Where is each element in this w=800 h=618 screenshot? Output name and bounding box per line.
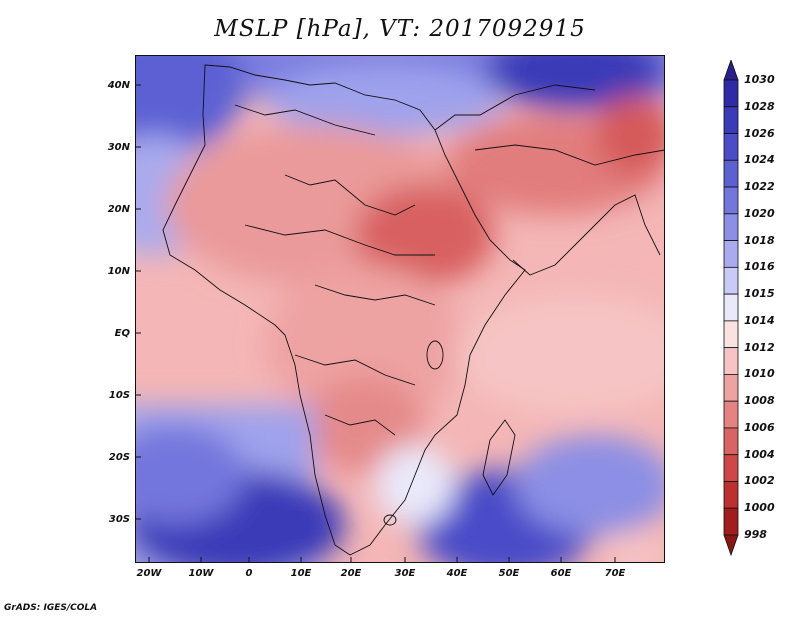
lon-label-20w: 20W <box>136 568 162 579</box>
colorbar-label: 1010 <box>744 367 775 381</box>
colorbar-label: 1004 <box>744 447 775 461</box>
colorbar-swatch <box>723 374 739 402</box>
colorbar-label: 1012 <box>744 340 775 354</box>
colorbar-swatch <box>723 79 739 108</box>
map-ticks <box>135 84 616 563</box>
coastlines <box>162 64 665 556</box>
lat-label-20s: 20S <box>108 452 130 463</box>
lat-label-10s: 10S <box>108 390 130 401</box>
lat-label-eq: EQ <box>114 328 130 339</box>
colorbar-label: 998 <box>744 528 767 541</box>
lon-label-10w: 10W <box>188 568 214 579</box>
colorbar-label: 1006 <box>744 420 775 434</box>
lon-label-60e: 60E <box>550 568 572 579</box>
colorbar-label: 1026 <box>744 126 775 140</box>
colorbar-swatch <box>723 507 739 536</box>
colorbar-label: 1018 <box>744 233 775 247</box>
lon-label-30e: 30E <box>394 568 416 579</box>
colorbar-swatch <box>723 427 739 456</box>
lon-label-10e: 10E <box>290 568 312 579</box>
lat-label-30s: 30S <box>108 514 130 525</box>
colorbar-swatch <box>723 347 739 375</box>
lat-label-20n: 20N <box>107 204 130 215</box>
colorbar-label: 1030 <box>744 73 775 86</box>
pressure-field <box>135 55 665 563</box>
lat-label-40n: 40N <box>107 80 130 91</box>
lat-label-30n: 30N <box>107 142 130 153</box>
colorbar-swatch <box>723 213 739 241</box>
lon-label-40e: 40E <box>446 568 468 579</box>
colorbar-label: 1022 <box>744 180 775 194</box>
lon-label-0: 0 <box>245 568 253 579</box>
pressure-map <box>135 55 665 563</box>
colorbar-label: 1024 <box>744 153 775 167</box>
lon-label-50e: 50E <box>498 568 520 579</box>
map-border <box>135 55 665 563</box>
colorbar-swatch <box>723 106 739 134</box>
colorbar-label: 1014 <box>744 313 775 327</box>
colorbar-swatch <box>723 400 739 429</box>
colorbar-swatch <box>723 481 739 509</box>
colorbar <box>723 60 739 557</box>
map-title: MSLP [hPa], VT: 2017092915 <box>214 16 586 42</box>
lon-label-70e: 70E <box>604 568 626 579</box>
colorbar-swatch <box>723 159 739 188</box>
colorbar-bottom-triangle <box>723 534 739 557</box>
colorbar-swatch <box>723 186 739 215</box>
colorbar-swatch <box>723 240 739 268</box>
colorbar-label: 1000 <box>744 501 775 515</box>
colorbar-swatch <box>723 454 739 482</box>
colorbar-label: 1028 <box>744 99 775 113</box>
colorbar-label: 1020 <box>744 206 775 220</box>
colorbar-swatch <box>723 266 739 295</box>
colorbar-swatch <box>723 133 739 161</box>
colorbar-top-triangle <box>723 60 739 81</box>
lat-label-10n: 10N <box>107 266 130 277</box>
colorbar-swatch <box>723 320 739 349</box>
colorbar-swatch <box>723 293 739 322</box>
colorbar-label: 1015 <box>744 287 775 301</box>
lon-label-20e: 20E <box>340 568 362 579</box>
colorbar-label: 1016 <box>744 260 775 274</box>
colorbar-label: 1002 <box>744 474 775 488</box>
colorbar-label: 1008 <box>744 394 775 408</box>
credit-text: GrADS: IGES/COLA <box>4 603 98 613</box>
